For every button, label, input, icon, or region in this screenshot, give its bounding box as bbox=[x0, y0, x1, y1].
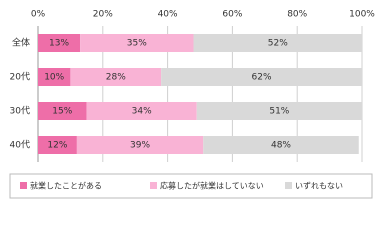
bar-segment bbox=[38, 102, 87, 120]
legend-label: いずれもない bbox=[295, 181, 343, 191]
bar-segment bbox=[38, 68, 71, 86]
value-label: 62% bbox=[252, 73, 272, 83]
x-tick-label: 60% bbox=[222, 10, 242, 20]
bar-segment bbox=[86, 102, 197, 120]
value-label: 52% bbox=[268, 39, 288, 49]
bar-segment bbox=[196, 102, 362, 120]
value-label: 28% bbox=[106, 73, 126, 83]
legend-label: 応募したが就業はしていない bbox=[160, 181, 264, 191]
y-tick-label: 全体 bbox=[12, 37, 30, 49]
x-tick-label: 80% bbox=[287, 10, 307, 20]
x-tick-label: 40% bbox=[158, 10, 178, 20]
bar-segment bbox=[38, 136, 77, 154]
chart: 0% 20% 40% 60% 80% 100% 全体 13% 35% 52% 20代 10% 28% 62… bbox=[9, 10, 375, 199]
value-label: 15% bbox=[52, 107, 72, 117]
value-label: 39% bbox=[130, 141, 150, 151]
legend-swatch bbox=[285, 182, 292, 189]
value-label: 35% bbox=[127, 39, 147, 49]
bar-segment bbox=[161, 68, 362, 86]
legend-swatch bbox=[20, 182, 27, 189]
bar-segment bbox=[38, 34, 81, 52]
y-tick-label: 40代 bbox=[10, 140, 30, 151]
legend-swatch bbox=[150, 182, 157, 189]
value-label: 12% bbox=[47, 141, 67, 151]
y-tick-label: 20代 bbox=[10, 72, 30, 83]
x-tick-label: 0% bbox=[31, 10, 46, 20]
bar-segment bbox=[70, 68, 162, 86]
value-label: 13% bbox=[49, 39, 69, 49]
x-tick-label: 100% bbox=[349, 10, 375, 20]
y-tick-label: 30代 bbox=[10, 106, 30, 117]
x-tick-label: 20% bbox=[93, 10, 113, 20]
bar-segment bbox=[76, 136, 204, 154]
bar-segment bbox=[193, 34, 362, 52]
legend-box bbox=[9, 173, 373, 199]
bar-segment bbox=[80, 34, 194, 52]
bar-segment bbox=[203, 136, 359, 154]
value-label: 48% bbox=[271, 141, 291, 151]
value-label: 10% bbox=[44, 73, 64, 83]
value-label: 34% bbox=[132, 107, 152, 117]
value-label: 51% bbox=[269, 107, 289, 117]
legend-label: 就業したことがある bbox=[30, 181, 102, 191]
